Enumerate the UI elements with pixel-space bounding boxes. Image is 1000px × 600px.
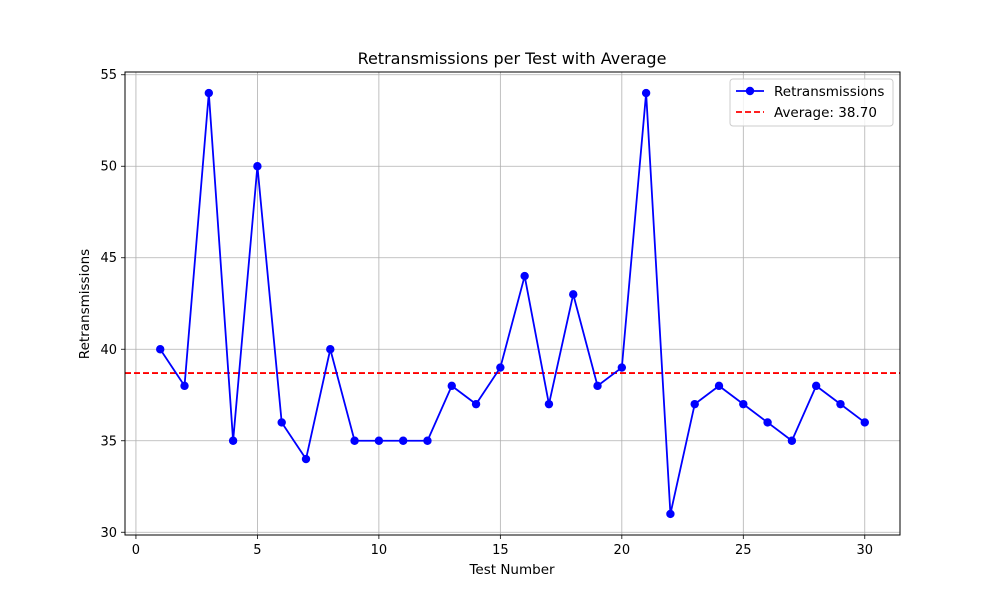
data-point [593, 381, 602, 391]
data-point [641, 88, 651, 98]
data-point [811, 381, 821, 391]
data-point [544, 399, 554, 409]
data-point [836, 399, 845, 409]
x-tick-label: 15 [492, 543, 509, 558]
legend: Retransmissions Average: 38.70 [729, 78, 894, 127]
data-point [496, 363, 505, 372]
data-point [447, 381, 456, 391]
data-point [301, 454, 311, 464]
legend-series-marker [745, 86, 755, 96]
data-point [739, 399, 748, 409]
data-point [350, 436, 359, 445]
data-point [156, 345, 165, 354]
y-tick-label: 35 [100, 434, 117, 449]
data-point [277, 418, 286, 427]
x-axis-label: Test Number [468, 562, 555, 578]
y-tick-label: 55 [100, 68, 117, 83]
x-tick-label: 30 [856, 543, 873, 558]
legend-box [729, 78, 894, 127]
y-tick-label: 30 [100, 526, 117, 541]
data-point [714, 381, 724, 391]
data-point [423, 436, 432, 445]
x-tick-label: 25 [735, 543, 752, 558]
series-line [159, 92, 866, 515]
x-tick-label: 10 [371, 543, 388, 558]
series-lines [159, 92, 866, 515]
data-point [690, 399, 699, 409]
legend-series-label: Retransmissions [774, 84, 884, 100]
y-tick-label: 50 [100, 160, 117, 175]
plot-area-frame [124, 71, 901, 536]
data-point [569, 290, 578, 299]
data-point [228, 436, 238, 445]
data-point [763, 418, 772, 427]
y-tick-label: 45 [100, 251, 117, 266]
series-points [156, 88, 869, 519]
chart-title: Retransmissions per Test with Average [358, 49, 667, 68]
data-point [617, 363, 627, 372]
x-axis-ticks: 0 5 10 15 20 25 30 [132, 535, 873, 558]
x-tick-label: 20 [614, 543, 631, 558]
grid-lines [125, 72, 900, 535]
data-point [253, 162, 262, 171]
data-point [204, 88, 214, 98]
data-point [326, 345, 335, 354]
data-point [860, 418, 869, 427]
data-point [666, 509, 675, 519]
y-axis-ticks: 30 35 40 45 50 55 [100, 68, 125, 541]
x-tick-label: 0 [132, 543, 140, 558]
y-tick-label: 40 [100, 343, 117, 358]
x-tick-label: 5 [253, 543, 261, 558]
data-point [180, 381, 189, 391]
data-point [471, 399, 481, 409]
data-point [520, 271, 529, 281]
data-point [787, 436, 797, 445]
data-point [374, 436, 384, 445]
y-axis-label: Retransmissions [77, 249, 93, 359]
legend-average-label: Average: 38.70 [774, 105, 877, 121]
data-point [398, 436, 408, 445]
